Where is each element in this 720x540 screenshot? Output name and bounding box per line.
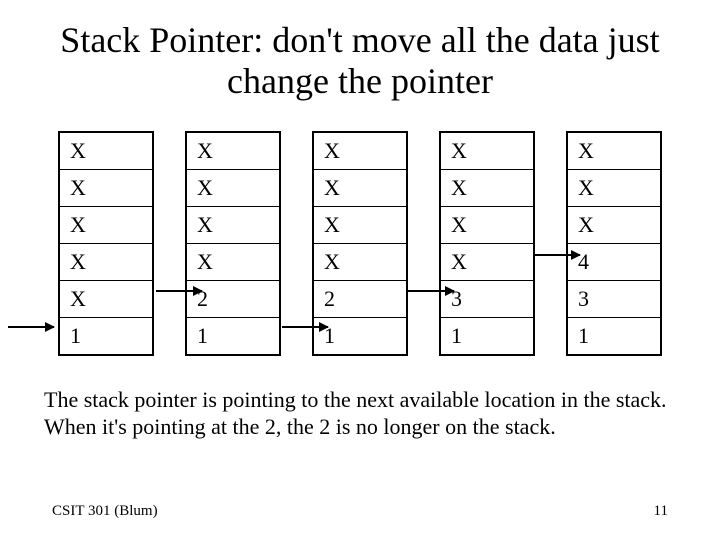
stack-cell: X — [441, 207, 533, 244]
stack-cell: 1 — [441, 318, 533, 354]
stack-cell: X — [568, 170, 660, 207]
stack-pointer-arrow — [156, 290, 202, 292]
stack-cell: X — [187, 244, 279, 281]
stack-cell: X — [568, 133, 660, 170]
stack-cell: X — [187, 133, 279, 170]
stacks-row: XXXXX1XXXX21XXXX21XXXX31XXX431 — [40, 131, 680, 356]
stack-cell: X — [60, 244, 152, 281]
stack-cell: X — [314, 170, 406, 207]
stack-cell: 4 — [568, 244, 660, 281]
stack-cell: X — [568, 207, 660, 244]
footer-page-number: 11 — [654, 503, 668, 520]
stack-cell: X — [314, 207, 406, 244]
stack-column: XXXX31 — [439, 131, 535, 356]
slide-title: Stack Pointer: don't move all the data j… — [40, 20, 680, 103]
stack-cell: X — [441, 133, 533, 170]
stack-cell: X — [60, 170, 152, 207]
stack-cell: X — [187, 170, 279, 207]
stack-cell: X — [441, 244, 533, 281]
stack-cell: X — [441, 170, 533, 207]
caption-text: The stack pointer is pointing to the nex… — [40, 386, 680, 441]
stack-cell: X — [314, 133, 406, 170]
stack-cell: 1 — [187, 318, 279, 354]
stack-cell: X — [60, 133, 152, 170]
stack-column: XXX431 — [566, 131, 662, 356]
stack-cell: X — [187, 207, 279, 244]
stack-pointer-arrow — [8, 326, 54, 328]
stack-cell: X — [60, 281, 152, 318]
stack-cell: 1 — [60, 318, 152, 354]
stack-cell: 1 — [568, 318, 660, 354]
stack-column: XXXXX1 — [58, 131, 154, 356]
stack-pointer-arrow — [282, 326, 328, 328]
stack-cell: 2 — [314, 281, 406, 318]
stack-cell: X — [60, 207, 152, 244]
stack-pointer-arrow — [408, 290, 454, 292]
stack-cell: 3 — [568, 281, 660, 318]
stack-cell: X — [314, 244, 406, 281]
footer-course: CSIT 301 (Blum) — [52, 503, 158, 520]
stack-pointer-arrow — [534, 254, 580, 256]
stack-column: XXXX21 — [185, 131, 281, 356]
